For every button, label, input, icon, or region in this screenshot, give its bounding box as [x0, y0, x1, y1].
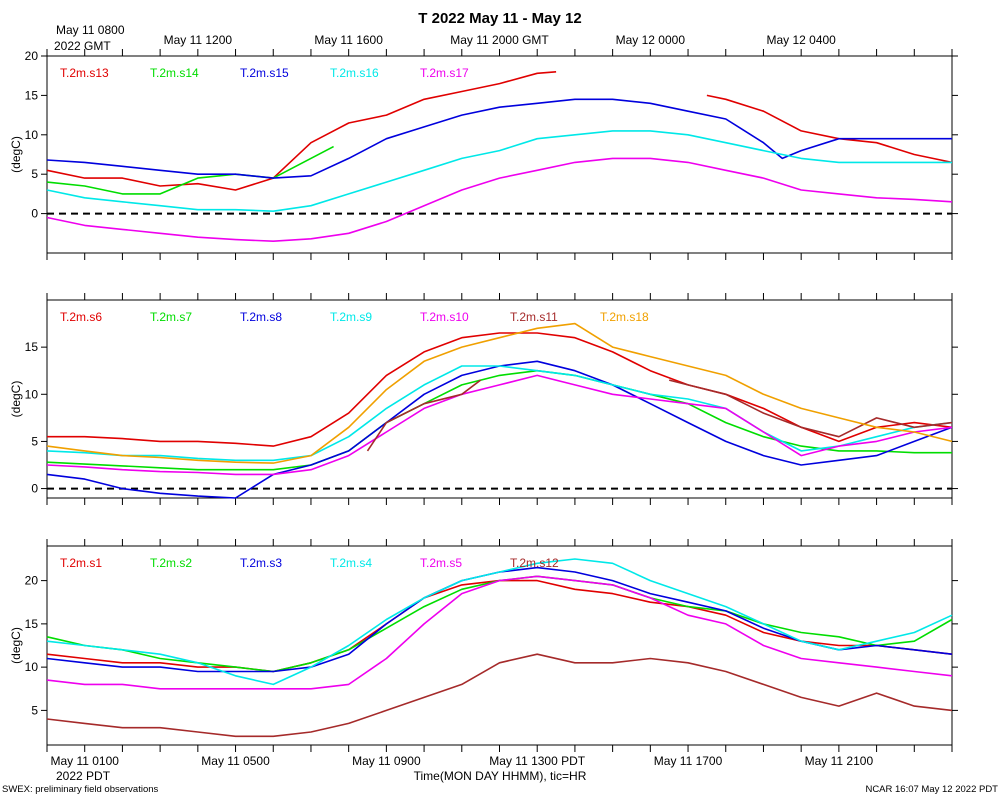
- series-line-T.2m.s6: [47, 332, 953, 447]
- y-tick-label: 10: [25, 128, 39, 142]
- bottom-axis-start-label: 2022 PDT: [56, 769, 111, 783]
- y-tick-label: 5: [31, 703, 38, 717]
- legend-T.2m.s15: T.2m.s15: [240, 66, 289, 80]
- legend-T.2m.s8: T.2m.s8: [240, 310, 282, 324]
- y-tick-label: 15: [25, 617, 39, 631]
- panel-top: 0 5 10 15 20 (degC) T.2m.s13 T.2m.s14 T.2m.s15 T.…: [9, 33, 958, 260]
- y-tick-label: 15: [25, 340, 39, 354]
- bottom-axis-tick-label: May 11 0500: [201, 754, 270, 768]
- panel-bottom: 5 10 15 20 (degC) T.2m.s1 T.2m.s2 T.2m.s3 T.2m.s…: [9, 539, 958, 768]
- series-line-T.2m.s13: [706, 94, 953, 164]
- panel-middle: 0 5 10 15 (degC) T.2m.s6 T.2m.s7 T.2m.s8 T.2m.s9…: [9, 293, 958, 505]
- legend-T.2m.s9: T.2m.s9: [330, 310, 372, 324]
- legend-T.2m.s17: T.2m.s17: [420, 66, 469, 80]
- legend-T.2m.s18: T.2m.s18: [600, 310, 649, 324]
- y-axis-label: (degC): [9, 381, 23, 418]
- legend-T.2m.s6: T.2m.s6: [60, 310, 102, 324]
- footer-right: NCAR 16:07 May 12 2022 PDT: [865, 784, 998, 795]
- legend-T.2m.s3: T.2m.s3: [240, 556, 282, 570]
- series-line-T.2m.s9: [46, 365, 953, 462]
- y-axis-label: (degC): [9, 136, 23, 173]
- series-line-T.2m.s10: [46, 374, 953, 476]
- y-tick-label: 5: [31, 167, 38, 181]
- chart-title: T 2022 May 11 - May 12: [418, 10, 581, 27]
- series-line-T.2m.s14: [46, 145, 334, 195]
- legend-T.2m.s11: T.2m.s11: [510, 310, 558, 324]
- series-line-T.2m.s13: [46, 71, 557, 191]
- y-tick-label: 5: [31, 434, 38, 448]
- bottom-axis-tick-label: May 11 0100: [50, 754, 119, 768]
- top-axis-start-label: May 11 0800: [56, 23, 125, 37]
- legend-T.2m.s7: T.2m.s7: [150, 310, 192, 324]
- top-axis-tick-label: May 12 0400: [766, 33, 836, 47]
- series-line-T.2m.s5: [46, 575, 953, 690]
- y-tick-label: 0: [31, 482, 38, 496]
- legend-T.2m.s1: T.2m.s1: [60, 556, 102, 570]
- legend-T.2m.s5: T.2m.s5: [420, 556, 462, 570]
- legend-T.2m.s12: T.2m.s12: [510, 556, 559, 570]
- series-line-T.2m.s18: [46, 322, 953, 464]
- legend-T.2m.s16: T.2m.s16: [330, 66, 379, 80]
- series-line-T.2m.s3: [46, 566, 953, 673]
- series-line-T.2m.s12: [46, 653, 953, 738]
- series-line-T.2m.s1: [46, 579, 953, 673]
- series-line-T.2m.s7: [46, 369, 952, 471]
- y-tick-label: 0: [31, 207, 38, 221]
- series-line-T.2m.s16: [46, 130, 952, 212]
- series-line-T.2m.s4: [46, 558, 953, 686]
- bottom-axis-tick-label: May 11 1300 PDT: [489, 754, 585, 768]
- series-line-T.2m.s8: [46, 360, 953, 499]
- top-axis-tick-label: May 12 0000: [616, 33, 686, 47]
- series-line-T.2m.s2: [46, 575, 953, 673]
- y-tick-label: 20: [25, 49, 39, 63]
- legend-T.2m.s2: T.2m.s2: [150, 556, 192, 570]
- top-axis-tick-label: May 11 1600: [314, 33, 383, 47]
- footer-left: SWEX: preliminary field observations: [2, 784, 159, 795]
- legend-T.2m.s13: T.2m.s13: [60, 66, 109, 80]
- series-line-T.2m.s11: [669, 379, 953, 438]
- x-axis-label: Time(MON DAY HHMM), tic=HR: [414, 769, 587, 783]
- series-line-T.2m.s17: [46, 157, 953, 242]
- y-tick-label: 10: [25, 660, 39, 674]
- bottom-axis-tick-label: May 11 1700: [654, 754, 723, 768]
- bottom-axis-tick-label: May 11 0900: [352, 754, 421, 768]
- panel-frame: [46, 545, 953, 746]
- top-axis-start-label-year: 2022 GMT: [54, 39, 111, 53]
- y-axis-label: (degC): [9, 627, 23, 664]
- series-line-T.2m.s15: [46, 98, 952, 179]
- y-tick-label: 15: [25, 88, 39, 102]
- bottom-axis-tick-label: May 11 2100: [805, 754, 874, 768]
- y-tick-label: 10: [25, 387, 39, 401]
- series-line-T.2m.s11: [366, 379, 482, 452]
- legend-T.2m.s14: T.2m.s14: [150, 66, 199, 80]
- top-axis-tick-label: May 11 2000 GMT: [450, 33, 549, 47]
- top-axis-tick-label: May 11 1200: [164, 33, 233, 47]
- legend-T.2m.s10: T.2m.s10: [420, 310, 469, 324]
- panel-frame: [46, 55, 953, 254]
- legend-T.2m.s4: T.2m.s4: [330, 556, 372, 570]
- y-tick-label: 20: [25, 574, 39, 588]
